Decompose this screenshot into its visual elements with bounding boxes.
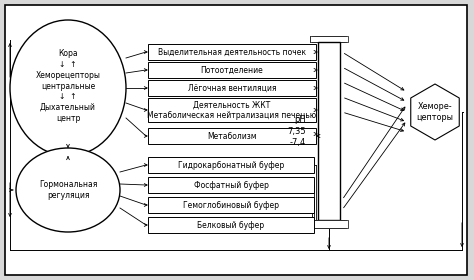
FancyBboxPatch shape xyxy=(318,220,340,228)
FancyBboxPatch shape xyxy=(312,220,346,228)
FancyBboxPatch shape xyxy=(316,36,342,42)
FancyBboxPatch shape xyxy=(148,44,316,60)
FancyBboxPatch shape xyxy=(312,36,346,42)
FancyBboxPatch shape xyxy=(148,217,314,233)
FancyBboxPatch shape xyxy=(148,128,316,144)
FancyBboxPatch shape xyxy=(148,80,316,96)
FancyBboxPatch shape xyxy=(148,62,316,78)
Text: Деятельность ЖКТ
Метаболическая нейтрализация печенью: Деятельность ЖКТ Метаболическая нейтрали… xyxy=(147,100,317,120)
Text: Выделительная деятельность почек: Выделительная деятельность почек xyxy=(158,48,306,57)
FancyBboxPatch shape xyxy=(148,197,314,213)
Ellipse shape xyxy=(10,20,126,156)
Text: Белковый буфер: Белковый буфер xyxy=(198,221,264,230)
FancyBboxPatch shape xyxy=(316,220,342,228)
FancyBboxPatch shape xyxy=(148,98,316,122)
FancyBboxPatch shape xyxy=(318,36,340,42)
Text: Гемоглобиновый буфер: Гемоглобиновый буфер xyxy=(183,200,279,209)
FancyBboxPatch shape xyxy=(314,36,344,42)
Polygon shape xyxy=(411,84,459,140)
FancyBboxPatch shape xyxy=(310,220,348,228)
Text: Лёгочная вентиляция: Лёгочная вентиляция xyxy=(188,83,276,92)
Text: pH
7,35
-7,4: pH 7,35 -7,4 xyxy=(287,115,306,147)
FancyBboxPatch shape xyxy=(148,157,314,173)
Text: Гидрокарбонатный буфер: Гидрокарбонатный буфер xyxy=(178,160,284,169)
Text: Потоотделение: Потоотделение xyxy=(201,66,264,74)
Text: Кора
↓  ↑
Хеморецепторы
центральные
↓  ↑
Дыхательный
центр: Кора ↓ ↑ Хеморецепторы центральные ↓ ↑ Д… xyxy=(36,49,100,123)
FancyBboxPatch shape xyxy=(310,36,348,42)
Text: Фосфатный буфер: Фосфатный буфер xyxy=(193,181,268,190)
FancyBboxPatch shape xyxy=(148,177,314,193)
FancyBboxPatch shape xyxy=(314,220,344,228)
FancyBboxPatch shape xyxy=(5,5,467,275)
Ellipse shape xyxy=(16,148,120,232)
FancyBboxPatch shape xyxy=(318,42,340,220)
Text: Гормональная
регуляция: Гормональная регуляция xyxy=(39,180,97,200)
Text: Метаболизм: Метаболизм xyxy=(207,132,257,141)
Text: Хеморе-
цепторы: Хеморе- цепторы xyxy=(417,102,454,122)
